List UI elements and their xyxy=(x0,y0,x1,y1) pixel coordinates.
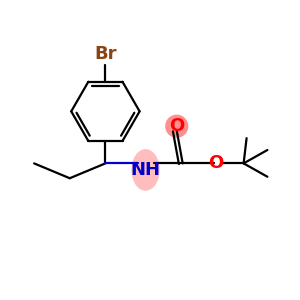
Ellipse shape xyxy=(165,115,188,138)
Text: O: O xyxy=(169,117,184,135)
Text: O: O xyxy=(208,154,223,172)
Text: Br: Br xyxy=(94,45,117,63)
Ellipse shape xyxy=(131,149,160,191)
Text: NH: NH xyxy=(130,161,160,179)
